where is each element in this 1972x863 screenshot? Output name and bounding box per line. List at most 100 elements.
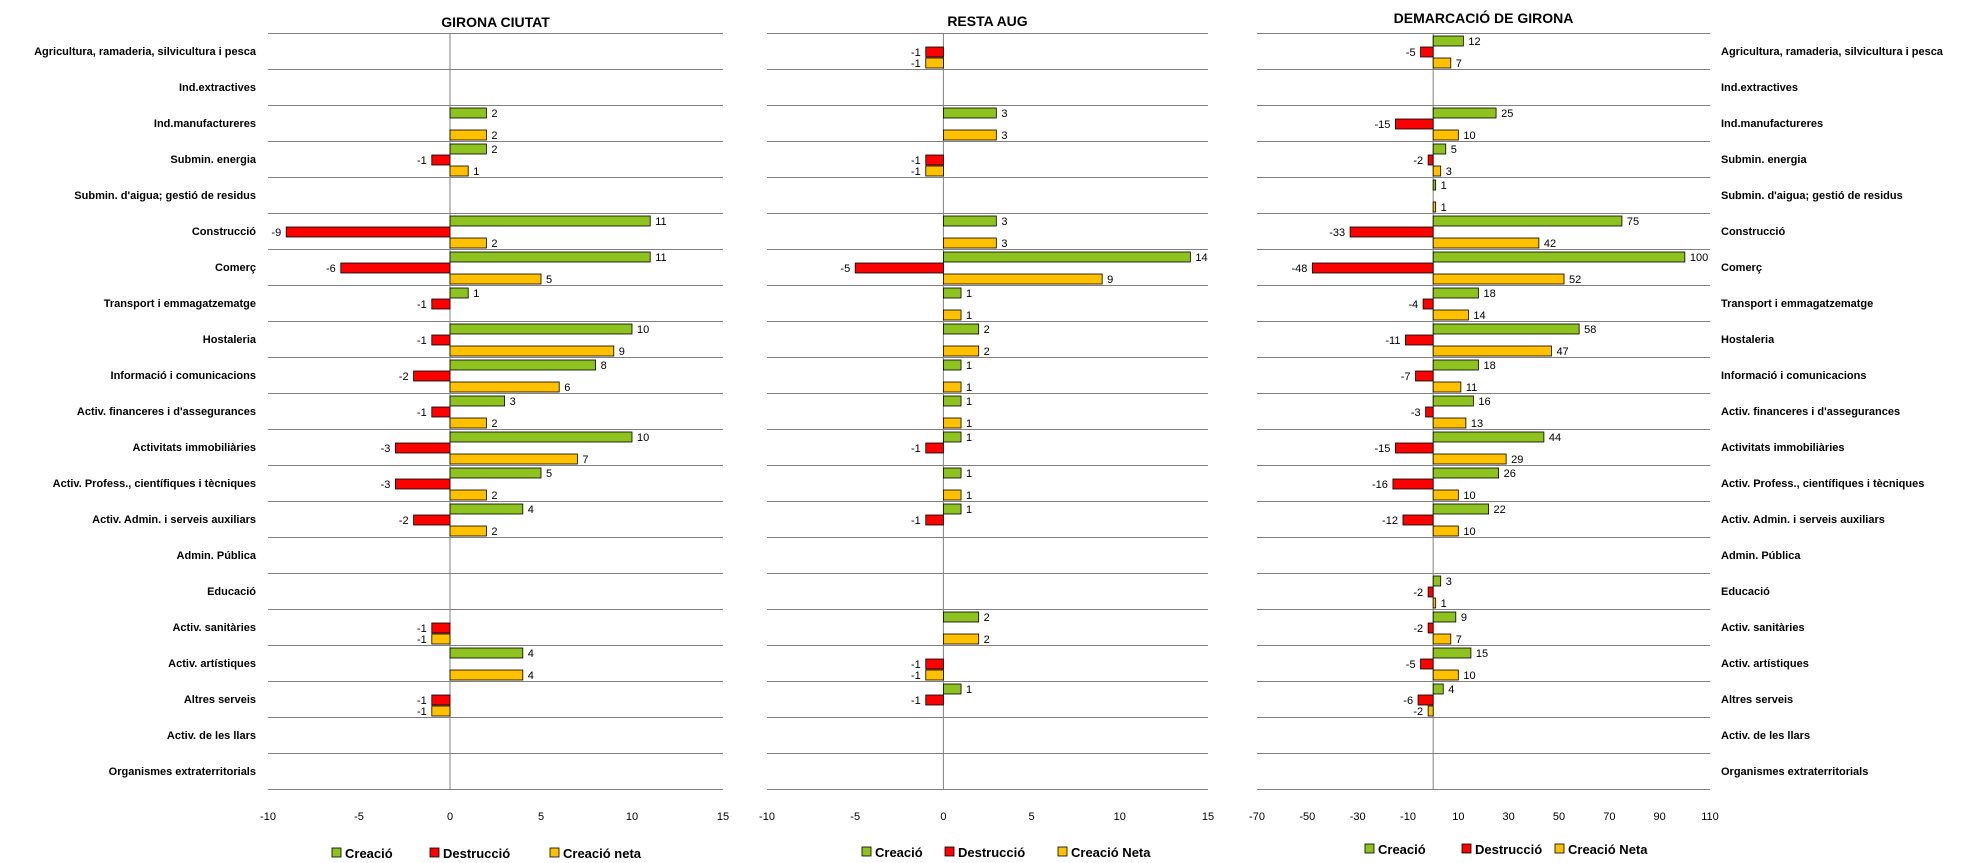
- bar-destruccio: [431, 298, 451, 310]
- data-label-destruccio: -1: [417, 155, 427, 167]
- category-label: Activ. artístiques: [1721, 658, 1809, 670]
- x-tick-label: 110: [1701, 811, 1719, 823]
- data-label-creacio: 4: [528, 504, 534, 516]
- bar-creacio-neta: [943, 237, 997, 249]
- bar-creacio: [1432, 611, 1457, 623]
- bar-destruccio: [1395, 118, 1434, 130]
- bar-creacio-neta: [449, 273, 542, 285]
- bar-destruccio: [413, 370, 451, 382]
- data-label-creacio: 1: [966, 288, 972, 300]
- bar-creacio-neta: [1432, 453, 1507, 465]
- bar-creacio-neta: [449, 165, 469, 177]
- bar-destruccio: [431, 154, 451, 166]
- bar-creacio-neta: [449, 129, 487, 141]
- data-label-destruccio: -2: [1413, 587, 1423, 599]
- bar-creacio-neta: [943, 381, 962, 393]
- category-label: Comerç: [1721, 262, 1762, 274]
- bar-creacio: [1432, 215, 1623, 227]
- data-label-creacio: 2: [984, 612, 990, 624]
- bar-creacio: [1432, 35, 1464, 47]
- data-label-creacio: 11: [655, 252, 666, 264]
- data-label-destruccio: -3: [381, 479, 391, 491]
- data-label-destruccio: -1: [417, 407, 427, 419]
- bar-creacio: [943, 215, 997, 227]
- bar-destruccio: [1422, 298, 1434, 310]
- data-label-creacio: 1: [966, 432, 972, 444]
- bar-creacio: [1432, 143, 1447, 155]
- data-label-creacio-neta: 2: [984, 634, 990, 646]
- data-label-destruccio: -5: [1406, 659, 1416, 671]
- category-label: Ind.extractives: [1721, 82, 1798, 94]
- legend-label-destruccio: Destrucció: [443, 846, 510, 861]
- bar-creacio-neta: [1432, 273, 1565, 285]
- category-label: Informació i comunicacions: [111, 370, 256, 382]
- data-label-destruccio: -3: [1411, 407, 1421, 419]
- data-label-creacio-neta: 42: [1544, 238, 1556, 250]
- category-label: Activ. Profess., científiques i tècnique…: [53, 478, 256, 490]
- bar-destruccio: [1427, 586, 1434, 598]
- chart-demarcacio: DEMARCACIÓ DE GIRONA -70 -50 -30 -10 10 30 50 70…: [1249, 9, 1944, 857]
- data-label-creacio-neta: 1: [1441, 598, 1447, 610]
- x-tick-label: 10: [1114, 811, 1126, 823]
- data-label-creacio-neta: 13: [1471, 418, 1483, 430]
- data-label-creacio: 3: [1001, 216, 1007, 228]
- data-label-creacio: 100: [1690, 252, 1708, 264]
- category-label: Agricultura, ramaderia, silvicultura i p…: [1721, 46, 1944, 58]
- data-label-creacio: 4: [1448, 684, 1454, 696]
- x-tick-label: -5: [850, 811, 860, 823]
- bar-destruccio: [1405, 334, 1434, 346]
- data-label-creacio-neta: 10: [1463, 670, 1475, 682]
- legend-label-creacio-neta: Creació Neta: [1071, 845, 1151, 860]
- bar-creacio: [1432, 179, 1437, 191]
- bar-creacio: [943, 287, 962, 299]
- data-label-creacio: 5: [546, 468, 552, 480]
- data-label-creacio-neta: 2: [491, 490, 497, 502]
- bar-destruccio: [1417, 694, 1434, 706]
- category-label: Transport i emmagatzematge: [104, 298, 256, 310]
- data-label-destruccio: -1: [911, 47, 921, 59]
- category-label: Activ. sanitàries: [172, 622, 256, 634]
- bar-destruccio: [925, 154, 944, 166]
- x-tick-label: -10: [1400, 811, 1416, 823]
- bar-creacio-neta: [449, 345, 615, 357]
- legend-swatch-creacio: [1364, 843, 1375, 854]
- data-label-creacio-neta: 2: [984, 346, 990, 358]
- data-label-creacio-neta: -1: [911, 670, 921, 682]
- bar-creacio: [449, 323, 633, 335]
- category-label: Ind.manufactureres: [1721, 118, 1823, 130]
- data-label-creacio: 9: [1461, 612, 1467, 624]
- bar-destruccio: [394, 478, 451, 490]
- bar-creacio-neta: [1432, 633, 1452, 645]
- data-label-creacio-neta: 2: [491, 526, 497, 538]
- category-label: Agricultura, ramaderia, silvicultura i p…: [34, 46, 257, 58]
- legend-swatch-creacio-neta: [549, 847, 560, 858]
- bar-creacio: [1432, 683, 1444, 695]
- x-tick-label: 0: [447, 811, 453, 823]
- chart-title: DEMARCACIÓ DE GIRONA: [1394, 9, 1574, 26]
- category-label: Ind.manufactureres: [154, 118, 256, 130]
- data-label-creacio: 12: [1468, 36, 1480, 48]
- data-label-creacio-neta: 5: [546, 274, 552, 286]
- bar-creacio: [1432, 575, 1442, 587]
- data-label-creacio-neta: 47: [1556, 346, 1568, 358]
- data-label-creacio: 3: [1001, 108, 1007, 120]
- data-label-destruccio: -1: [911, 155, 921, 167]
- bar-destruccio: [854, 262, 944, 274]
- data-label-destruccio: -1: [911, 515, 921, 527]
- data-label-destruccio: -9: [271, 227, 281, 239]
- chart-title: RESTA AUG: [947, 13, 1027, 29]
- data-label-destruccio: -7: [1401, 371, 1411, 383]
- bar-creacio: [943, 431, 962, 443]
- data-label-creacio-neta: -1: [911, 166, 921, 178]
- x-tick-label: -70: [1249, 811, 1265, 823]
- data-label-creacio-neta: 14: [1473, 310, 1485, 322]
- legend-label-creacio: Creació: [345, 846, 393, 861]
- x-tick-label: 10: [626, 811, 638, 823]
- bar-destruccio: [1311, 262, 1434, 274]
- bar-creacio-neta: [449, 669, 524, 681]
- data-label-destruccio: -33: [1329, 227, 1345, 239]
- data-label-destruccio: -5: [840, 263, 850, 275]
- data-label-destruccio: -2: [1413, 623, 1423, 635]
- category-label: Altres serveis: [1721, 694, 1793, 706]
